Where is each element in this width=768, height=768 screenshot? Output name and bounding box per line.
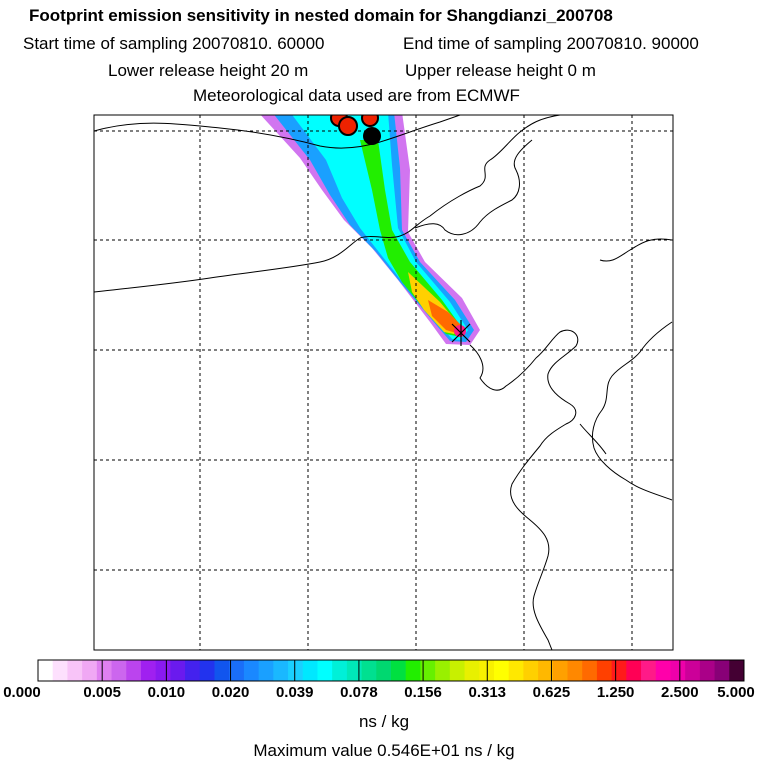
colorbar-swatch: [361, 660, 377, 681]
colorbar-swatch: [611, 660, 627, 681]
colorbar-tick-label: 1.250: [596, 684, 635, 701]
colorbar-tick-label: 2.500: [661, 684, 699, 701]
colorbar-swatch: [52, 660, 68, 681]
marker-black: [363, 127, 381, 145]
colorbar-major-ticks: [101, 660, 681, 681]
colorbar-swatch: [258, 660, 274, 681]
colorbar-swatch: [641, 660, 657, 681]
colorbar-swatch: [82, 660, 98, 681]
colorbar-swatch: [288, 660, 304, 681]
colorbar-swatch: [155, 660, 171, 681]
receptor-site-marker: [451, 320, 471, 346]
upper-release-height-label: Upper release height 0 m: [405, 61, 596, 80]
colorbar-tick-label: 0.010: [147, 684, 186, 701]
colorbar-swatch: [596, 660, 613, 681]
colorbar-unit-label: ns / kg: [358, 712, 410, 731]
colorbar-swatch: [685, 660, 701, 681]
colorbar-swatch: [38, 660, 54, 681]
meteorological-data-label: Meteorological data used are from ECMWF: [193, 86, 520, 105]
plot-title: Footprint emission sensitivity in nested…: [29, 6, 613, 25]
lower-release-height-label: Lower release height 20 m: [108, 61, 309, 80]
plume-peak: [454, 325, 466, 337]
colorbar-swatch: [567, 660, 583, 681]
colorbar-swatch: [214, 660, 230, 681]
colorbar-swatch: [229, 660, 245, 681]
colorbar-swatch: [714, 660, 730, 681]
colorbar-swatch: [346, 660, 363, 681]
colorbar-tick-label: 5.000: [717, 684, 755, 701]
colorbar: [37, 659, 745, 682]
marker-red: [361, 115, 379, 127]
colorbar-swatch: [508, 660, 524, 681]
end-time-label: End time of sampling 20070810. 90000: [403, 34, 699, 53]
release-markers: [330, 115, 381, 145]
colorbar-swatch: [493, 660, 510, 681]
colorbar-tick-label: 0.078: [340, 684, 378, 701]
colorbar-swatch: [185, 660, 201, 681]
colorbar-swatch: [126, 660, 142, 681]
colorbar-swatch: [538, 660, 554, 681]
colorbar-swatch: [273, 660, 289, 681]
colorbar-swatches: [38, 660, 745, 681]
colorbar-swatch: [302, 660, 318, 681]
map-area: [94, 115, 673, 650]
colorbar-swatch: [111, 660, 127, 681]
colorbar-frame: [37, 659, 745, 682]
colorbar-swatch: [96, 660, 113, 681]
start-time-label: Start time of sampling 20070810. 60000: [23, 34, 325, 53]
graticule: [94, 115, 673, 650]
map-frame: [93, 114, 674, 651]
colorbar-tick-label: 0.000: [3, 684, 41, 701]
colorbar-swatch: [391, 660, 407, 681]
colorbar-swatch: [582, 660, 598, 681]
maximum-value-label: Maximum value 0.546E+01 ns / kg: [253, 741, 515, 760]
colorbar-swatch: [655, 660, 671, 681]
colorbar-swatch: [523, 660, 539, 681]
colorbar-tick-label: 0.625: [532, 684, 571, 701]
colorbar-swatch: [199, 660, 215, 681]
colorbar-swatch: [67, 660, 83, 681]
colorbar-swatch: [435, 660, 451, 681]
colorbar-tick-label: 0.005: [83, 684, 121, 701]
colorbar-swatch: [729, 660, 745, 681]
colorbar-swatch: [699, 660, 716, 681]
colorbar-swatch: [552, 660, 568, 681]
colorbar-tick-label: 0.156: [404, 684, 442, 701]
colorbar-swatch: [376, 660, 392, 681]
colorbar-swatch: [670, 660, 686, 681]
colorbar-tick-label: 0.313: [468, 684, 507, 701]
colorbar-swatch: [449, 660, 466, 681]
marker-red: [338, 116, 358, 136]
colorbar-swatch: [420, 660, 436, 681]
colorbar-swatch: [405, 660, 421, 681]
colorbar-swatch: [626, 660, 642, 681]
colorbar-swatch: [332, 660, 348, 681]
colorbar-swatch: [464, 660, 480, 681]
colorbar-swatch: [140, 660, 157, 681]
colorbar-tick-label: 0.020: [211, 684, 250, 701]
colorbar-swatch: [317, 660, 333, 681]
colorbar-swatch: [243, 660, 260, 681]
colorbar-swatch: [170, 660, 186, 681]
colorbar-tick-label: 0.039: [275, 684, 314, 701]
coastlines: [94, 115, 673, 650]
